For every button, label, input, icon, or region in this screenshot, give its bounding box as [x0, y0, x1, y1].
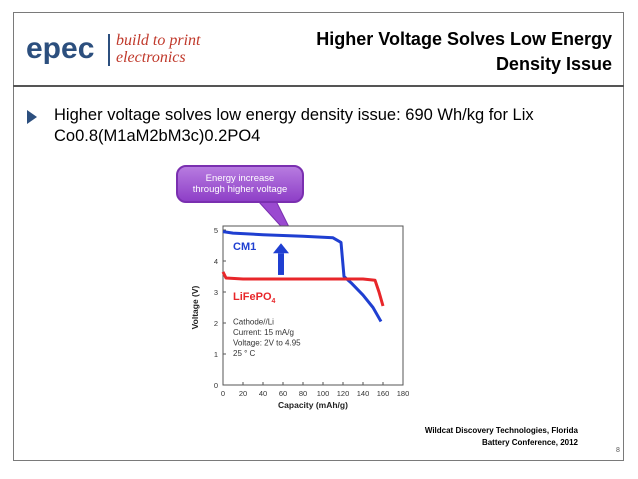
test-condition-3: 25 ° C [233, 349, 256, 358]
callout-line1: Energy increase [205, 173, 275, 184]
test-condition-0: Cathode//Li [233, 318, 274, 327]
bullet-arrow-icon [27, 110, 37, 124]
source-citation: Wildcat Discovery Technologies, Florida … [390, 425, 578, 449]
plot-area: 0 20 40 60 80 100 120 140 160 180 0 1 2 3 4 5 Capacity (… [190, 225, 410, 410]
source-line1: Wildcat Discovery Technologies, Florida [424, 426, 578, 435]
slide-frame [13, 12, 624, 461]
slide-title-line1: Higher Voltage Solves Low Energy [316, 29, 612, 49]
test-condition-1: Current: 15 mA/g [233, 328, 294, 337]
arrow-shaft [278, 253, 284, 275]
source-line2: Battery Conference, 2012 [481, 438, 578, 447]
series-line-lifepo4 [221, 271, 385, 307]
series-line-cm1 [222, 230, 383, 323]
energy-callout: Energy increase through higher voltage [176, 165, 304, 203]
logo-tagline-line2: electronics [116, 49, 186, 66]
y-tick-label: 0 [214, 381, 218, 390]
slide-title-line2: Density Issue [495, 54, 612, 74]
x-tick-label: 40 [259, 389, 267, 398]
logo-tagline: build to print electronics [116, 32, 200, 66]
y-tick-label: 5 [214, 226, 218, 235]
slide-title: Higher Voltage Solves Low Energy Density… [316, 27, 612, 77]
logo-tagline-line1: build to print [116, 32, 201, 49]
x-tick-label: 160 [377, 389, 390, 398]
x-tick-label: 120 [337, 389, 350, 398]
x-tick-label: 80 [299, 389, 307, 398]
page-number: 8 [616, 447, 620, 454]
series-label-lifepo4: LiFePO4 [233, 291, 276, 305]
x-tick-label: 0 [221, 389, 225, 398]
logo-divider [108, 34, 110, 66]
y-tick-label: 4 [214, 257, 218, 266]
bullet-text-line1: Higher voltage solves low energy density… [54, 106, 534, 124]
x-tick-label: 20 [239, 389, 247, 398]
arrow-up-icon [273, 243, 289, 254]
callout-line2: through higher voltage [192, 184, 288, 195]
bullet-text: Higher voltage solves low energy density… [54, 105, 594, 147]
x-tick-label: 100 [317, 389, 330, 398]
y-tick-label: 2 [214, 319, 218, 328]
bullet-text-line2: Co0.8(M1aM2bM3c)0.2PO4 [54, 127, 261, 145]
title-divider [13, 85, 624, 87]
voltage-capacity-chart: 0 20 40 60 80 100 120 140 160 180 0 1 2 3 4 5 Capacity (… [190, 200, 410, 410]
logo-brand: epec [26, 32, 95, 65]
x-tick-label: 60 [279, 389, 287, 398]
y-tick-label: 1 [214, 350, 218, 359]
x-axis-label: Capacity (mAh/g) [278, 400, 348, 410]
y-axis-label: Voltage (V) [190, 285, 200, 329]
x-tick-label: 180 [397, 389, 410, 398]
x-tick-label: 140 [357, 389, 370, 398]
y-tick-label: 3 [214, 288, 218, 297]
test-condition-2: Voltage: 2V to 4.95 [233, 339, 301, 348]
series-label-cm1: CM1 [233, 241, 256, 253]
